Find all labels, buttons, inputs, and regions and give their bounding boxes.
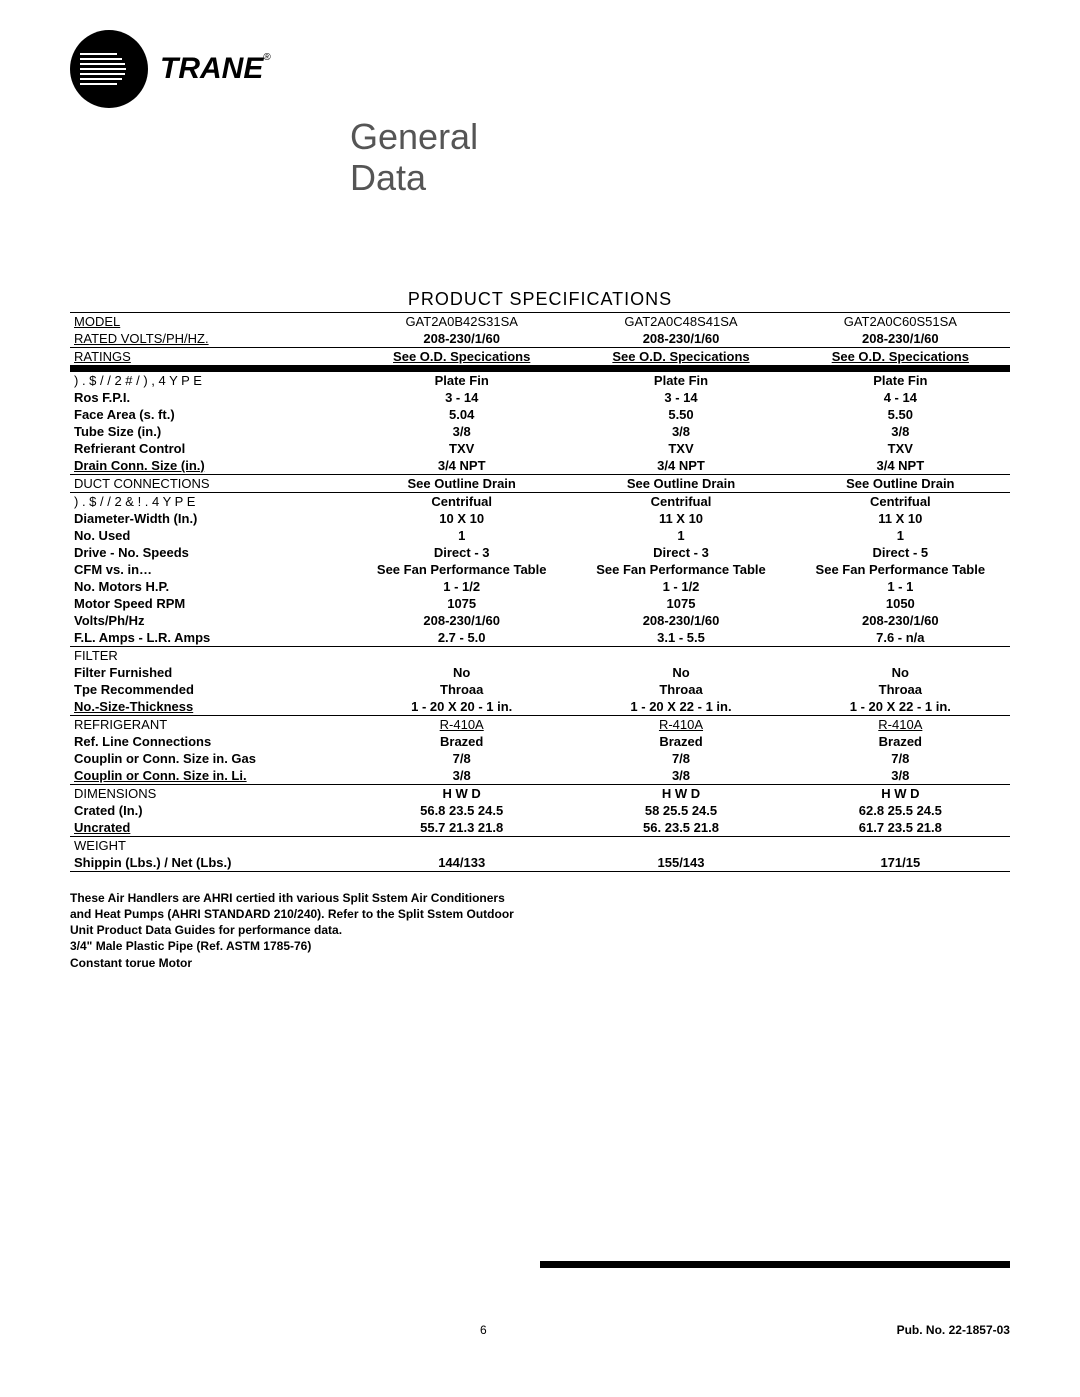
table-row: CFM vs. in…See Fan Performance TableSee … — [70, 561, 1010, 578]
table-row: Diameter-Width (In.)10 X 1011 X 1011 X 1… — [70, 510, 1010, 527]
table-row: DUCT CONNECTIONSSee Outline DrainSee Out… — [70, 474, 1010, 492]
table-row: F.L. Amps - L.R. Amps2.7 - 5.03.1 - 5.57… — [70, 629, 1010, 647]
footnote-line: and Heat Pumps (AHRI STANDARD 210/240). … — [70, 906, 1010, 922]
table-row: Shippin (Lbs.) / Net (Lbs.)144/133155/14… — [70, 854, 1010, 872]
table-row: WEIGHT — [70, 836, 1010, 854]
table-row: ) . $ / / 2 & ! . 4 Y P ECentrifualCentr… — [70, 492, 1010, 510]
footnote-line: Unit Product Data Guides for performance… — [70, 922, 1010, 938]
footnotes: These Air Handlers are AHRI certied ith … — [70, 890, 1010, 971]
section-title: PRODUCT SPECIFICATIONS — [70, 289, 1010, 310]
trane-logo-icon — [70, 30, 148, 108]
table-row: Motor Speed RPM107510751050 — [70, 595, 1010, 612]
table-row: FILTER — [70, 646, 1010, 664]
page-number: 6 — [480, 1323, 487, 1337]
table-row: RATINGSSee O.D. SpecicationsSee O.D. Spe… — [70, 347, 1010, 365]
footnote-line: Constant torue Motor — [70, 955, 1010, 971]
table-row: No. Used111 — [70, 527, 1010, 544]
table-row: Tube Size (in.)3/83/83/8 — [70, 423, 1010, 440]
page-title: General Data — [350, 116, 1010, 199]
page-footer: 6 Pub. No. 22-1857-03 — [70, 1261, 1010, 1337]
table-row: Drain Conn. Size (in.)3/4 NPT3/4 NPT3/4 … — [70, 457, 1010, 475]
brand-logo: TRANE® — [70, 30, 1010, 108]
footer-bar — [540, 1261, 1010, 1268]
table-row: Ros F.P.I.3 - 143 - 144 - 14 — [70, 389, 1010, 406]
footnote-line: These Air Handlers are AHRI certied ith … — [70, 890, 1010, 906]
table-row: Uncrated55.7 21.3 21.856. 23.5 21.861.7 … — [70, 819, 1010, 837]
table-row: Refrierant ControlTXVTXVTXV — [70, 440, 1010, 457]
table-row: REFRIGERANTR-410AR-410AR-410A — [70, 715, 1010, 733]
table-row: ) . $ / / 2 # / ) , 4 Y P EPlate FinPlat… — [70, 372, 1010, 389]
spec-table: MODELGAT2A0B42S31SAGAT2A0C48S41SAGAT2A0C… — [70, 312, 1010, 872]
footnote-line: 3/4" Male Plastic Pipe (Ref. ASTM 1785-7… — [70, 938, 1010, 954]
table-row: Volts/Ph/Hz208-230/1/60208-230/1/60208-2… — [70, 612, 1010, 629]
table-row: MODELGAT2A0B42S31SAGAT2A0C48S41SAGAT2A0C… — [70, 312, 1010, 330]
table-row: RATED VOLTS/PH/HZ.208-230/1/60208-230/1/… — [70, 330, 1010, 348]
table-row: Tpe RecommendedThroaaThroaaThroaa — [70, 681, 1010, 698]
table-row: DIMENSIONSH W DH W DH W D — [70, 784, 1010, 802]
table-row: Crated (In.)56.8 23.5 24.558 25.5 24.562… — [70, 802, 1010, 819]
table-row: Couplin or Conn. Size in. Gas7/87/87/8 — [70, 750, 1010, 767]
table-row: Couplin or Conn. Size in. Li.3/83/83/8 — [70, 767, 1010, 785]
pub-number: Pub. No. 22-1857-03 — [897, 1323, 1010, 1337]
table-row: Drive - No. SpeedsDirect - 3Direct - 3Di… — [70, 544, 1010, 561]
table-row: Ref. Line ConnectionsBrazedBrazedBrazed — [70, 733, 1010, 750]
table-row: No.-Size-Thickness1 - 20 X 20 - 1 in.1 -… — [70, 698, 1010, 716]
brand-name: TRANE® — [160, 52, 271, 86]
table-row: Filter FurnishedNoNoNo — [70, 664, 1010, 681]
table-row: No. Motors H.P.1 - 1/21 - 1/21 - 1 — [70, 578, 1010, 595]
table-row: Face Area (s. ft.)5.045.505.50 — [70, 406, 1010, 423]
